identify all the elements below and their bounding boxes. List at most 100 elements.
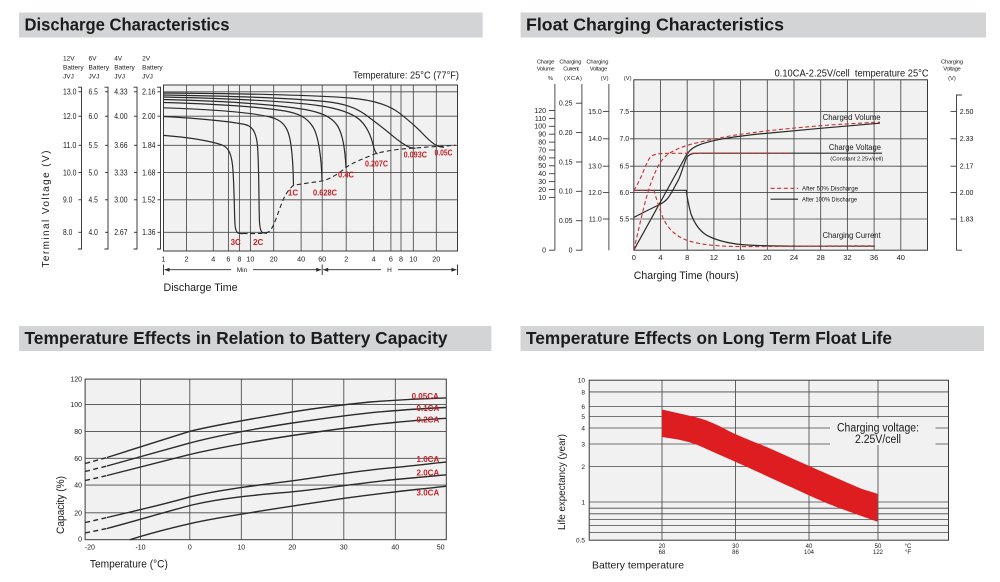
svg-text:JVJ: JVJ	[142, 74, 153, 81]
svg-text:3C: 3C	[231, 238, 241, 247]
svg-text:80: 80	[538, 140, 546, 147]
svg-text:20: 20	[270, 255, 278, 264]
svg-text:8: 8	[581, 389, 585, 396]
svg-text:6.0: 6.0	[619, 190, 629, 197]
svg-text:2.0CA: 2.0CA	[417, 468, 440, 477]
svg-text:1: 1	[162, 255, 166, 264]
svg-text:After 100% Discharge: After 100% Discharge	[802, 196, 858, 203]
svg-text:JVJ: JVJ	[63, 74, 74, 81]
svg-text:Battery: Battery	[63, 65, 84, 72]
svg-text:Temperature Effects on Long Te: Temperature Effects on Long Term Float L…	[526, 328, 892, 348]
svg-text:6: 6	[581, 404, 585, 411]
svg-text:0: 0	[542, 248, 546, 255]
svg-text:Discharge Characteristics: Discharge Characteristics	[25, 14, 230, 34]
svg-text:Temperature (°C): Temperature (°C)	[90, 559, 168, 571]
svg-text:JVJ: JVJ	[89, 74, 100, 81]
svg-text:(V): (V)	[601, 76, 609, 82]
svg-text:32: 32	[843, 253, 851, 262]
svg-text:0.05: 0.05	[559, 218, 573, 225]
svg-text:1.0CA: 1.0CA	[417, 455, 440, 464]
svg-text:°F: °F	[905, 550, 911, 556]
svg-text:8: 8	[399, 255, 403, 264]
svg-text:12.0: 12.0	[63, 111, 77, 121]
svg-text:60: 60	[74, 456, 82, 463]
svg-text:10: 10	[237, 545, 245, 552]
svg-text:4.0: 4.0	[89, 227, 99, 237]
svg-text:122: 122	[873, 550, 884, 556]
svg-text:5.5: 5.5	[619, 216, 629, 223]
svg-text:40: 40	[806, 544, 813, 550]
svg-text:12.0: 12.0	[588, 190, 602, 197]
svg-text:0: 0	[78, 537, 82, 544]
svg-text:4: 4	[581, 425, 585, 432]
svg-text:(V): (V)	[624, 76, 632, 82]
svg-text:86: 86	[732, 550, 739, 556]
svg-text:11.0: 11.0	[63, 140, 77, 150]
svg-text:3.66: 3.66	[114, 140, 128, 150]
svg-text:Battery: Battery	[142, 65, 163, 72]
svg-text:2.50: 2.50	[960, 109, 974, 116]
svg-text:2.00: 2.00	[960, 190, 974, 197]
svg-text:50: 50	[437, 545, 445, 552]
svg-text:0.1CA: 0.1CA	[417, 404, 440, 413]
svg-text:2.33: 2.33	[960, 136, 974, 143]
svg-text:Battery: Battery	[89, 65, 110, 72]
svg-text:60: 60	[538, 155, 546, 162]
svg-text:2.17: 2.17	[960, 164, 974, 171]
svg-text:7.5: 7.5	[619, 109, 629, 116]
svg-text:70: 70	[538, 147, 546, 154]
svg-text:40: 40	[297, 255, 305, 264]
svg-text:5.0: 5.0	[89, 167, 99, 177]
svg-text:10: 10	[409, 255, 417, 264]
svg-text:20: 20	[538, 187, 546, 194]
svg-text:JVJ: JVJ	[114, 74, 125, 81]
svg-text:(Constant 2.25v/cell): (Constant 2.25v/cell)	[830, 156, 883, 162]
svg-text:Life expectancy (year): Life expectancy (year)	[557, 434, 568, 530]
svg-text:30: 30	[340, 545, 348, 552]
svg-text:2.25V/cell: 2.25V/cell	[855, 434, 901, 446]
svg-text:Charging: Charging	[586, 60, 608, 66]
svg-text:(XCA): (XCA)	[564, 76, 582, 82]
svg-text:2.67: 2.67	[114, 227, 128, 237]
svg-text:24: 24	[790, 253, 798, 262]
svg-text:Charging: Charging	[941, 60, 963, 66]
svg-text:12: 12	[710, 253, 718, 262]
svg-text:20: 20	[432, 255, 440, 264]
svg-text:13.0: 13.0	[63, 87, 77, 97]
svg-text:4.5: 4.5	[89, 195, 99, 205]
svg-text:5.5: 5.5	[89, 140, 99, 150]
svg-text:3.33: 3.33	[114, 167, 128, 177]
svg-text:6V: 6V	[89, 56, 98, 63]
svg-text:3.00: 3.00	[114, 195, 128, 205]
svg-text:Discharge Time: Discharge Time	[164, 282, 238, 294]
svg-text:110: 110	[535, 116, 546, 123]
svg-text:0.4C: 0.4C	[338, 170, 354, 179]
svg-text:Voltage: Voltage	[590, 67, 607, 73]
svg-text:0.15: 0.15	[559, 159, 573, 166]
svg-text:10: 10	[538, 195, 546, 202]
svg-text:(V): (V)	[948, 76, 956, 82]
svg-text:3: 3	[581, 441, 585, 448]
svg-text:2: 2	[344, 255, 348, 264]
svg-text:6.0: 6.0	[89, 111, 99, 121]
svg-text:4: 4	[372, 255, 376, 264]
svg-text:Voltage: Voltage	[943, 67, 960, 73]
svg-text:6.5: 6.5	[619, 164, 629, 171]
svg-text:Volume: Volume	[537, 67, 555, 73]
svg-text:20: 20	[763, 253, 771, 262]
svg-text:120: 120	[70, 377, 82, 384]
svg-text:12V: 12V	[63, 56, 75, 63]
svg-text:0.20: 0.20	[559, 130, 573, 137]
svg-text:30: 30	[732, 544, 739, 550]
svg-text:4.33: 4.33	[114, 87, 128, 97]
svg-text:100: 100	[70, 402, 82, 409]
svg-text:Float Charging Characteristics: Float Charging Characteristics	[526, 14, 784, 34]
svg-text:0.093C: 0.093C	[404, 150, 428, 159]
svg-text:Capacity (%): Capacity (%)	[55, 476, 67, 534]
svg-text:2: 2	[185, 255, 189, 264]
svg-text:-20: -20	[85, 545, 95, 552]
svg-text:0.10CA-2.25V/cell temperature: 0.10CA-2.25V/cell temperature 25°C	[775, 68, 929, 80]
svg-text:0.25: 0.25	[559, 101, 573, 108]
svg-text:6: 6	[226, 255, 230, 264]
svg-text:0.05C: 0.05C	[435, 149, 453, 158]
